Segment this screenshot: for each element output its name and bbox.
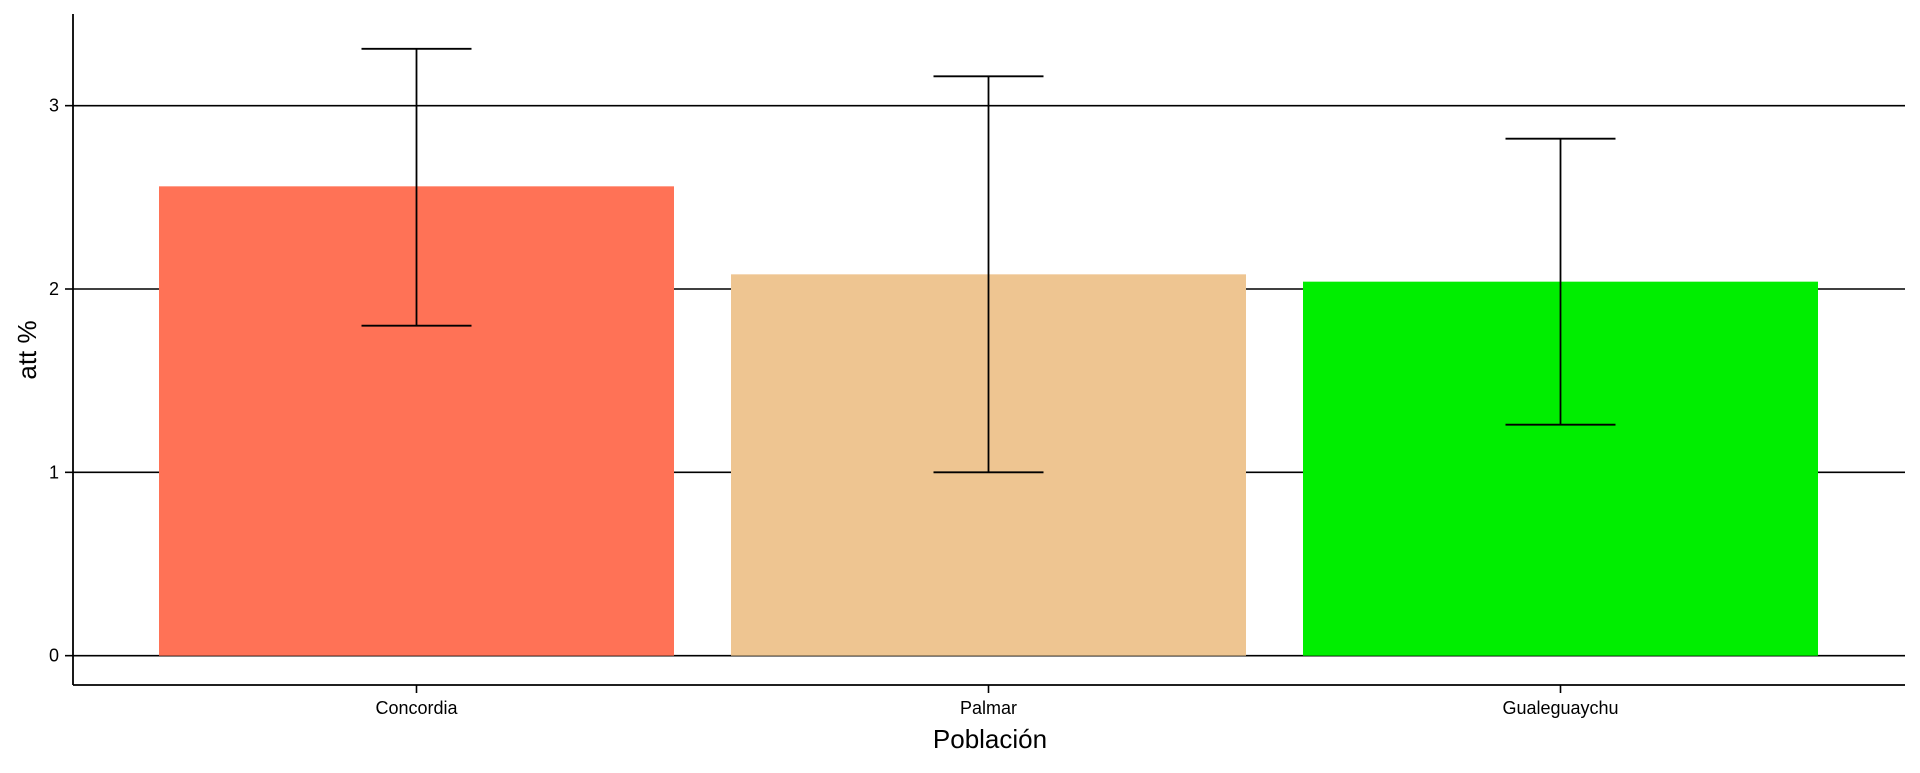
x-tick-label-palmar: Palmar xyxy=(960,698,1017,718)
y-tick-label: 2 xyxy=(49,279,59,299)
error-bars xyxy=(361,47,1616,474)
y-tick-label: 0 xyxy=(49,646,59,666)
x-axis-title: Población xyxy=(933,724,1047,754)
x-tick-label-gualeguaychu: Gualeguaychu xyxy=(1502,698,1618,718)
y-tick-label: 1 xyxy=(49,462,59,482)
y-axis-title: att % xyxy=(12,320,42,379)
y-tick-label: 3 xyxy=(49,96,59,116)
axes xyxy=(65,14,1905,693)
x-tick-label-concordia: Concordia xyxy=(375,698,458,718)
tick-labels: 0 1 2 3 Concordia Palmar Gualeguaychu xyxy=(49,96,1619,718)
